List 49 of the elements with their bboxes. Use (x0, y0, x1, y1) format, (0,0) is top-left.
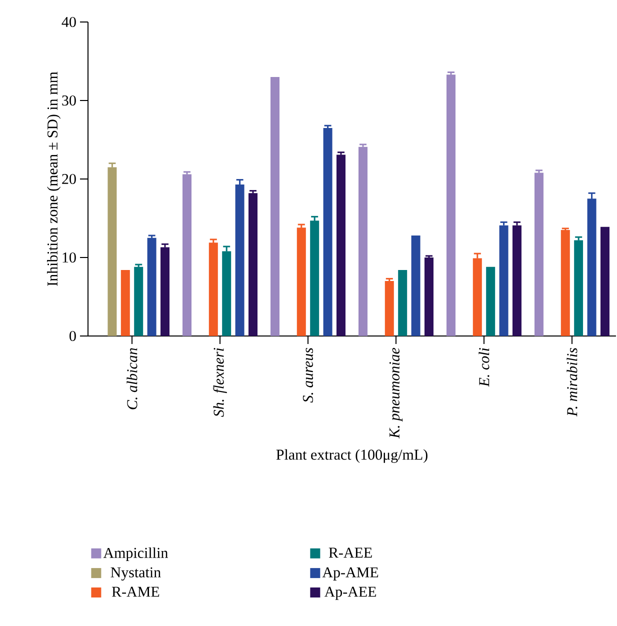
bar (560, 230, 570, 336)
legend-label: Ampicillin (103, 547, 168, 562)
bar (296, 228, 306, 336)
y-tick-label: 10 (62, 252, 76, 263)
bar (310, 220, 320, 336)
bar (182, 174, 192, 336)
bar (248, 193, 258, 336)
bar (472, 258, 482, 336)
bar (512, 225, 522, 336)
x-tick-label: K. pneumoniae (389, 348, 403, 439)
bar (424, 258, 434, 336)
bar (208, 242, 218, 336)
x-axis-title: Plant extract (100μg/mL) (276, 449, 428, 463)
bar (222, 251, 232, 336)
bar (120, 270, 130, 336)
bar (270, 76, 280, 336)
bar (587, 198, 596, 336)
bar (398, 270, 408, 336)
y-tick-label: 40 (62, 16, 76, 28)
x-tick-label: E. coli (478, 348, 490, 387)
bar (384, 281, 394, 336)
x-tick-label: P. mirabilis (566, 348, 578, 417)
y-axis-title: Inhibition zone (mean ± SD) in mm (47, 72, 61, 286)
bar (574, 240, 584, 336)
x-tick-label: S. aureus (302, 348, 314, 403)
bar (446, 74, 456, 336)
x-tick-label: Sh. flexneri (213, 348, 227, 417)
bar (336, 154, 346, 336)
bar (486, 266, 496, 336)
bar (534, 172, 544, 336)
bar (600, 226, 610, 336)
bar (160, 247, 170, 336)
bar (134, 266, 144, 336)
y-tick-label: 30 (62, 95, 76, 106)
bar (147, 238, 156, 336)
legend-label: R-AME (112, 586, 160, 597)
bar (108, 167, 117, 336)
legend-label: R-AEE (328, 548, 372, 558)
legend-label: Ap-AME (322, 567, 378, 580)
y-tick-label: 20 (62, 174, 76, 184)
bar (235, 184, 244, 336)
y-tick-label: 0 (70, 330, 76, 342)
bar (499, 225, 508, 336)
legend-label: Nystatin (110, 567, 161, 581)
bar (323, 128, 332, 336)
x-tick-label: C. albican (126, 348, 138, 410)
legend-label: Ap-AEE (324, 586, 376, 600)
bar (411, 236, 420, 336)
bar (358, 146, 368, 336)
